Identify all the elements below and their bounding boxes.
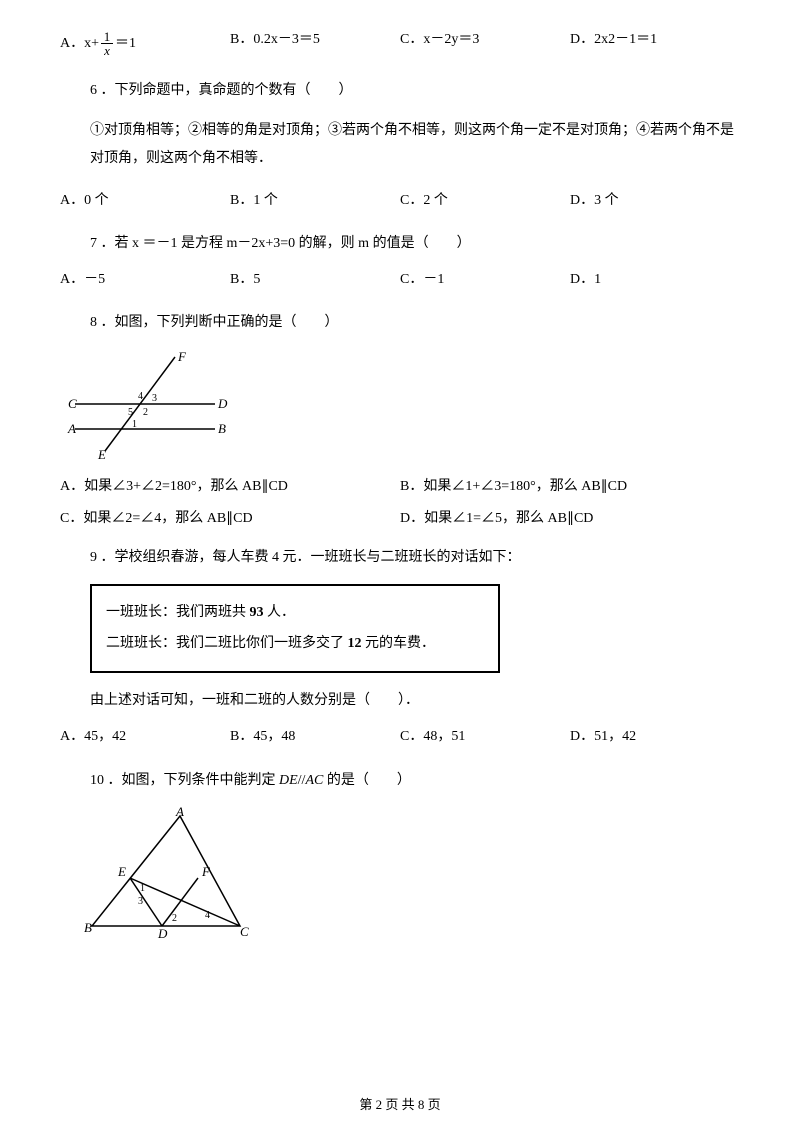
lbl-1: 1 bbox=[132, 419, 137, 430]
lbl-C: C bbox=[68, 396, 77, 411]
q7-options: A．－5 B．5 C．－1 D．1 bbox=[60, 270, 740, 290]
q10-ac: AC bbox=[305, 773, 323, 788]
q5-opt-d: D．2x2－1＝1 bbox=[570, 30, 740, 57]
lbl-2: 2 bbox=[143, 407, 148, 418]
lbl-E: E bbox=[97, 447, 106, 459]
q10-stem-b: 的是（ ） bbox=[323, 773, 411, 788]
q10-diagram-icon: A B C D E F 1 2 3 4 bbox=[80, 806, 255, 941]
q6-options: A．0 个 B．1 个 C．2 个 D．3 个 bbox=[60, 191, 740, 211]
q7-opt-b: B．5 bbox=[230, 270, 400, 290]
q6-body: ①对顶角相等；②相等的角是对顶角；③若两个角不相等，则这两个角一定不是对顶角；④… bbox=[90, 117, 740, 173]
q5-opt-a-suffix: ＝1 bbox=[115, 34, 136, 54]
d1-a: 一班班长：我们两班共 bbox=[106, 605, 250, 620]
q8-opt-a: A．如果∠3+∠2=180°，那么 AB∥CD bbox=[60, 477, 400, 497]
q8-opt-b: B．如果∠1+∠3=180°，那么 AB∥CD bbox=[400, 477, 740, 497]
q6-stem: 6 ．下列命题中，真命题的个数有（ ） bbox=[90, 81, 740, 101]
q9-opt-a: A．45，42 bbox=[60, 727, 230, 747]
page-footer: 第 2 页 共 8 页 bbox=[0, 1096, 800, 1114]
lbl-5: 5 bbox=[128, 407, 133, 418]
frac-denominator: x bbox=[104, 44, 110, 57]
q7-stem: 7 ．若 x ＝－1 是方程 m－2x+3=0 的解，则 m 的值是（ ） bbox=[90, 234, 740, 254]
q9-opt-d: D．51，42 bbox=[570, 727, 740, 747]
q9-options: A．45，42 B．45，48 C．48，51 D．51，42 bbox=[60, 727, 740, 747]
q5-opt-b: B．0.2x－3＝5 bbox=[230, 30, 400, 57]
q5-options: A．x+ 1 x ＝1 B．0.2x－3＝5 C．x－2y＝3 D．2x2－1＝… bbox=[60, 30, 740, 57]
q10-figure: A B C D E F 1 2 3 4 bbox=[80, 806, 740, 941]
q8-options: A．如果∠3+∠2=180°，那么 AB∥CD B．如果∠1+∠3=180°，那… bbox=[60, 477, 740, 528]
t-D: D bbox=[157, 926, 168, 941]
q9-dialog-box: 一班班长：我们两班共 93 人． 二班班长：我们二班比你们一班多交了 12 元的… bbox=[90, 584, 500, 674]
q8-opt-c: C．如果∠2=∠4，那么 AB∥CD bbox=[60, 509, 400, 529]
q6-opt-d: D．3 个 bbox=[570, 191, 740, 211]
t-F: F bbox=[201, 864, 211, 879]
q8-stem: 8 ．如图，下列判断中正确的是（ ） bbox=[90, 313, 740, 333]
t-C: C bbox=[240, 924, 249, 939]
q5-opt-a-prefix: A．x+ bbox=[60, 34, 99, 54]
t-E: E bbox=[117, 864, 126, 879]
d1-b: 93 bbox=[250, 605, 264, 620]
t-2: 2 bbox=[172, 913, 177, 924]
d2-b: 12 bbox=[348, 636, 362, 651]
d2-c: 元的车费． bbox=[362, 636, 436, 651]
lbl-F: F bbox=[177, 349, 187, 364]
q6-opt-b: B．1 个 bbox=[230, 191, 400, 211]
q10-stem-a: 10 ．如图，下列条件中能判定 bbox=[90, 773, 279, 788]
q5-opt-c: C．x－2y＝3 bbox=[400, 30, 570, 57]
lbl-4: 4 bbox=[138, 391, 143, 402]
t-4: 4 bbox=[205, 910, 210, 921]
q7-opt-d: D．1 bbox=[570, 270, 740, 290]
q9-stem: 9 ．学校组织春游，每人车费 4 元．一班班长与二班班长的对话如下： bbox=[90, 548, 740, 568]
dialog-line-2: 二班班长：我们二班比你们一班多交了 12 元的车费． bbox=[106, 629, 484, 660]
q10-stem: 10 ．如图，下列条件中能判定 DE//AC 的是（ ） bbox=[90, 771, 740, 791]
dialog-line-1: 一班班长：我们两班共 93 人． bbox=[106, 598, 484, 629]
d1-c: 人． bbox=[264, 605, 296, 620]
lbl-A: A bbox=[67, 421, 76, 436]
lbl-3: 3 bbox=[152, 393, 157, 404]
d2-a: 二班班长：我们二班比你们一班多交了 bbox=[106, 636, 348, 651]
q8-diagram-icon: A B C D E F 1 2 3 4 5 bbox=[60, 349, 230, 459]
q5-opt-a: A．x+ 1 x ＝1 bbox=[60, 30, 230, 57]
t-1: 1 bbox=[140, 883, 145, 894]
q6-opt-a: A．0 个 bbox=[60, 191, 230, 211]
q7-opt-a: A．－5 bbox=[60, 270, 230, 290]
q9-opt-c: C．48，51 bbox=[400, 727, 570, 747]
fraction-icon: 1 x bbox=[101, 30, 113, 57]
q8-opt-d: D．如果∠1=∠5，那么 AB∥CD bbox=[400, 509, 740, 529]
q9-opt-b: B．45，48 bbox=[230, 727, 400, 747]
t-B: B bbox=[84, 920, 92, 935]
lbl-D: D bbox=[217, 396, 228, 411]
frac-numerator: 1 bbox=[104, 30, 111, 43]
lbl-B: B bbox=[218, 421, 226, 436]
q10-de: DE bbox=[279, 773, 298, 788]
q8-figure: A B C D E F 1 2 3 4 5 bbox=[60, 349, 740, 459]
q9-conclusion: 由上述对话可知，一班和二班的人数分别是（ ）． bbox=[90, 691, 740, 711]
t-3: 3 bbox=[138, 896, 143, 907]
q7-opt-c: C．－1 bbox=[400, 270, 570, 290]
t-A: A bbox=[175, 806, 184, 819]
q6-opt-c: C．2 个 bbox=[400, 191, 570, 211]
